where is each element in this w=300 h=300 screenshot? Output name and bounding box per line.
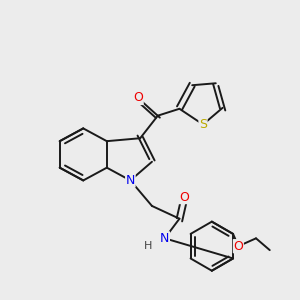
Text: O: O — [179, 190, 189, 204]
Text: S: S — [199, 118, 207, 131]
Text: N: N — [126, 174, 135, 187]
Text: N: N — [160, 232, 169, 245]
Text: O: O — [233, 240, 243, 253]
Text: O: O — [133, 92, 143, 104]
Text: H: H — [144, 241, 152, 251]
